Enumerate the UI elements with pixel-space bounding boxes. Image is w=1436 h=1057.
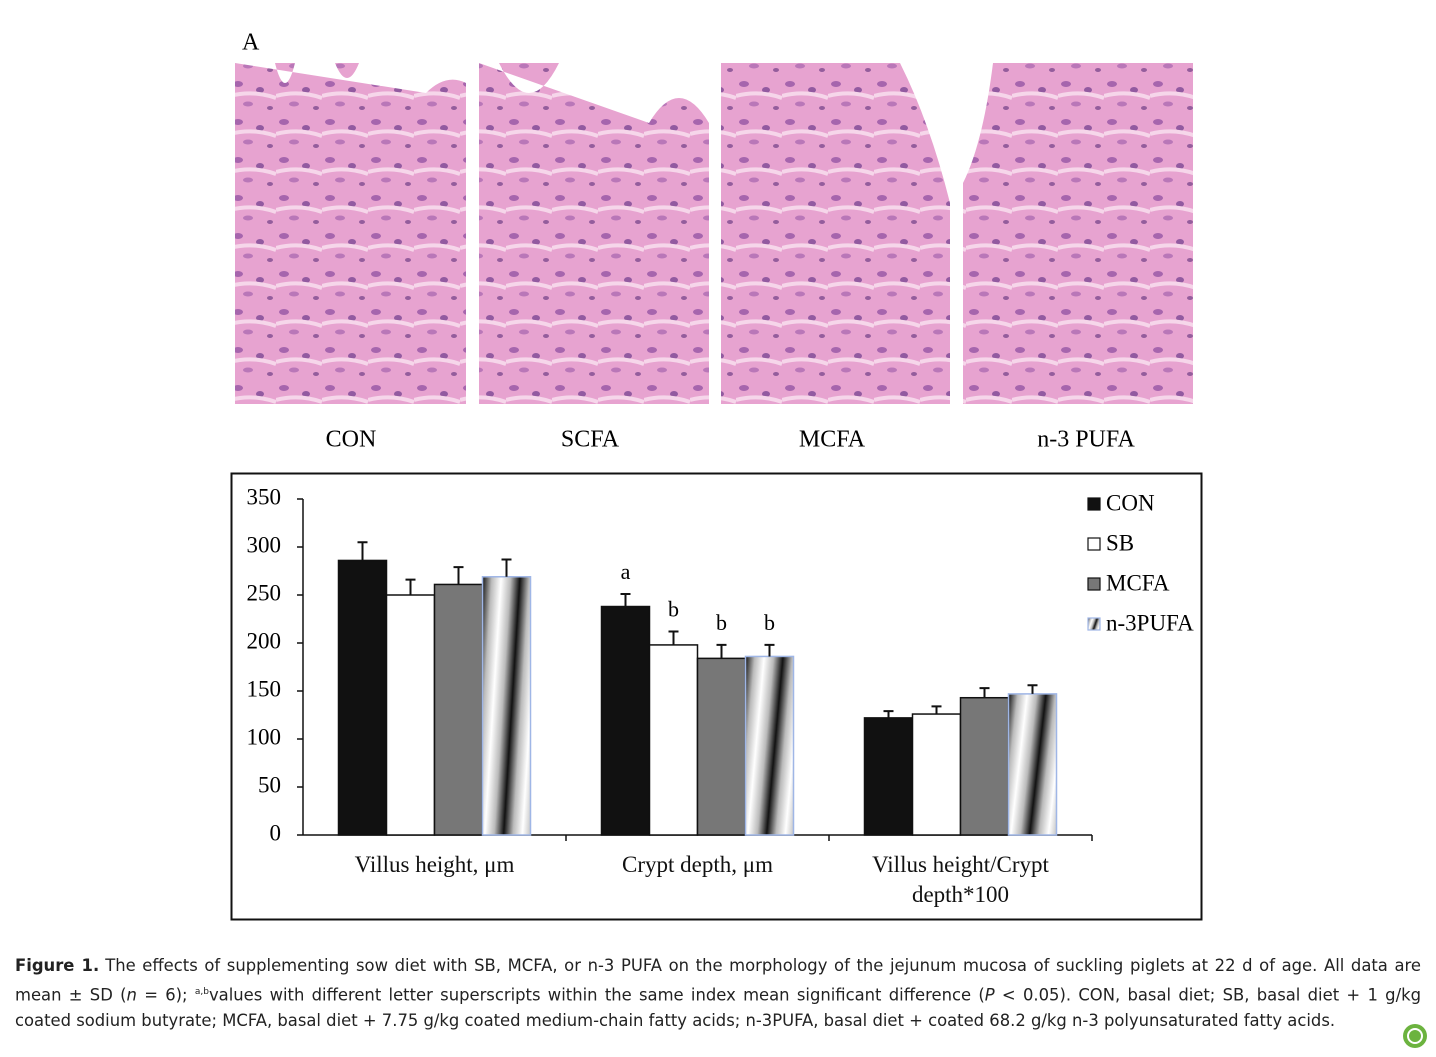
y-tick-label: 50 bbox=[258, 772, 281, 797]
error-bar bbox=[453, 566, 464, 585]
y-tick-label: 100 bbox=[247, 724, 282, 749]
chart: 0 50 100 150 200 250 300 350 a b b b CON SB MCFA n-3PUF… bbox=[247, 484, 1195, 845]
y-tick-label: 0 bbox=[270, 820, 282, 845]
logo bbox=[1403, 1024, 1427, 1048]
legend-label: CON bbox=[1106, 490, 1155, 515]
x-tick-label: Crypt depth, μm bbox=[622, 852, 773, 877]
bar bbox=[648, 644, 699, 836]
legend-label: SB bbox=[1106, 530, 1134, 555]
bar bbox=[433, 583, 484, 836]
image-label: CON bbox=[326, 427, 377, 453]
panel-label: A bbox=[242, 30, 260, 56]
error-bar bbox=[501, 558, 512, 577]
image-label: SCFA bbox=[561, 427, 620, 453]
caption-text: values with different letter superscript… bbox=[208, 985, 985, 1005]
legend-label: MCFA bbox=[1106, 570, 1170, 595]
legend-swatch bbox=[1087, 537, 1101, 551]
bar bbox=[385, 594, 436, 836]
bar bbox=[863, 717, 914, 836]
micrographs bbox=[235, 63, 1193, 404]
bar bbox=[696, 657, 747, 836]
significance-letter: b bbox=[668, 597, 679, 622]
bar bbox=[1007, 693, 1058, 836]
micrograph bbox=[963, 63, 1193, 404]
chart-frame bbox=[230, 472, 1203, 921]
caption: Figure 1. The effects of supplementing so… bbox=[15, 953, 1421, 1034]
caption-text: a,b bbox=[194, 987, 209, 997]
legend-swatch bbox=[1087, 497, 1101, 511]
x-tick-label: Villus height, μm bbox=[354, 852, 515, 877]
micrograph bbox=[235, 63, 466, 404]
caption-text: = 6); bbox=[136, 985, 195, 1005]
image-label: MCFA bbox=[799, 427, 866, 453]
error-bar bbox=[405, 578, 416, 595]
error-bar bbox=[668, 630, 679, 645]
micrograph bbox=[479, 63, 709, 404]
caption-label: Figure 1. bbox=[15, 956, 100, 975]
error-bar bbox=[979, 687, 990, 698]
legend-swatch bbox=[1087, 577, 1101, 591]
y-tick-label: 300 bbox=[247, 532, 282, 557]
x-tick-label: Villus height/Crypt depth*100 bbox=[872, 852, 1049, 907]
error-bar bbox=[1027, 684, 1038, 694]
error-bar bbox=[716, 643, 727, 659]
bar bbox=[600, 605, 651, 836]
bar bbox=[744, 655, 795, 836]
bar bbox=[959, 696, 1010, 836]
y-tick-label: 350 bbox=[247, 484, 282, 509]
caption-text: < 0.05). CON, basal diet; SB, basal diet… bbox=[15, 985, 1421, 1031]
y-tick-label: 200 bbox=[247, 628, 282, 653]
error-bar bbox=[883, 710, 894, 718]
legend-swatch bbox=[1087, 617, 1101, 631]
significance-letter: b bbox=[764, 610, 775, 635]
image-label: n-3 PUFA bbox=[1037, 427, 1135, 453]
y-tick-label: 250 bbox=[247, 580, 282, 605]
caption-text: P bbox=[984, 985, 995, 1005]
error-bar bbox=[620, 593, 631, 607]
significance-letter: b bbox=[716, 610, 727, 635]
y-tick-label: 150 bbox=[247, 676, 282, 701]
error-bar bbox=[931, 705, 942, 715]
bar bbox=[911, 713, 962, 836]
micrograph bbox=[721, 63, 950, 404]
bar bbox=[481, 576, 532, 836]
caption-text: n bbox=[126, 985, 137, 1005]
caption-text: The effects of supplementing sow diet wi… bbox=[15, 956, 1421, 1005]
error-bar bbox=[357, 541, 368, 561]
bar bbox=[337, 559, 388, 836]
legend-label: n-3PUFA bbox=[1106, 610, 1194, 635]
error-bar bbox=[764, 643, 775, 657]
significance-letter: a bbox=[621, 559, 631, 584]
